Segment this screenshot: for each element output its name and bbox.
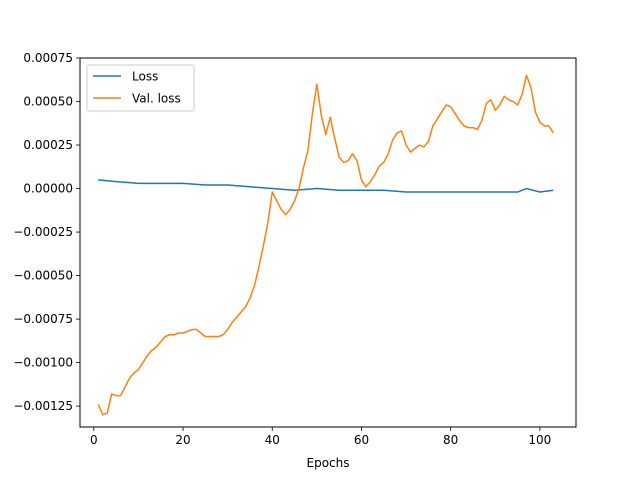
y-tick-label: −0.00075 [13,312,73,326]
y-tick-label: −0.00025 [13,225,73,239]
series-line-1 [98,179,554,193]
x-tick-label: 0 [90,433,98,447]
legend: Loss Val. loss [86,64,195,112]
legend-label: Loss [132,70,158,84]
x-tick-label: 100 [528,433,551,447]
y-tick-label: −0.00100 [13,356,73,370]
series-line-2 [97,74,554,416]
x-tick-label: 40 [265,433,280,447]
plot-frame [79,57,577,428]
y-tick-label: −0.00050 [13,269,73,283]
y-tick-label: 0.00000 [23,182,73,196]
y-axis-ticks: −0.00125 −0.00100 −0.00075 −0.00050 −0.00025… [13,51,80,413]
x-tick-label: 80 [443,433,458,447]
x-axis-label: Epochs [307,456,350,470]
y-tick-label: 0.00050 [23,95,73,109]
x-tick-label: 20 [175,433,190,447]
x-axis-ticks: 0 20 40 60 80 100 [90,427,551,447]
y-tick-label: 0.00075 [23,51,73,65]
y-tick-label: 0.00025 [23,138,73,152]
plot-lines [97,74,554,416]
x-tick-label: 60 [354,433,369,447]
legend-label: Val. loss [132,92,181,106]
y-tick-label: −0.00125 [13,399,73,413]
